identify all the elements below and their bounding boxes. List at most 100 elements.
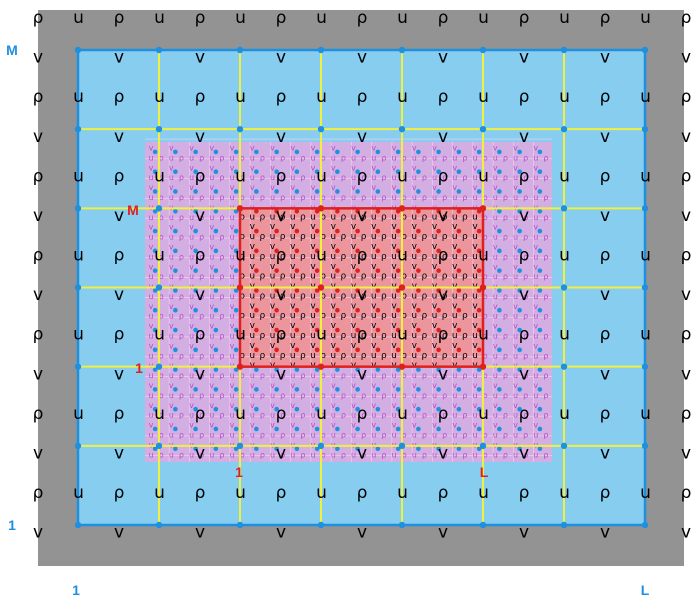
- fine-grid-node: [537, 387, 543, 392]
- fine-grid-glyph: ρ: [300, 331, 306, 341]
- fine-grid-glyph: ρ: [199, 153, 204, 162]
- fine-grid-glyph: u: [229, 252, 234, 261]
- fine-grid-glyph: u: [513, 332, 518, 341]
- fine-grid-glyph: ρ: [381, 311, 387, 321]
- coarse-grid-node: [317, 46, 325, 54]
- fine-grid-glyph: v: [513, 144, 518, 153]
- fine-grid-glyph: v: [209, 302, 214, 311]
- fine-grid-node: [395, 248, 401, 254]
- fine-grid-glyph: u: [148, 292, 153, 301]
- fine-grid-glyph: v: [290, 381, 295, 390]
- coarse-grid-glyph: ρ: [276, 325, 287, 345]
- fine-grid-node: [416, 406, 421, 412]
- fine-grid-glyph: u: [533, 430, 538, 439]
- coarse-grid-node: [317, 205, 325, 212]
- fine-grid-node: [375, 268, 381, 273]
- fine-grid-glyph: v: [149, 183, 154, 192]
- fine-grid-node: [497, 288, 502, 293]
- fine-grid-node: [436, 307, 441, 313]
- fine-grid-glyph: u: [533, 153, 538, 162]
- fine-grid-node: [517, 446, 522, 452]
- fine-grid-glyph: u: [533, 332, 538, 341]
- fine-grid-node: [456, 387, 462, 392]
- fine-grid-glyph: ρ: [240, 430, 245, 439]
- fine-grid-glyph: v: [169, 322, 174, 331]
- fine-grid-node: [355, 367, 360, 372]
- fine-grid-glyph: v: [209, 381, 214, 390]
- fine-grid-node: [436, 288, 441, 293]
- fine-grid-node: [173, 268, 178, 273]
- fine-grid-glyph: v: [209, 262, 214, 271]
- fine-grid-node: [436, 169, 441, 174]
- fine-grid-glyph: u: [169, 371, 174, 380]
- fine-grid-node: [497, 387, 502, 392]
- fine-grid-glyph: ρ: [199, 272, 204, 281]
- fine-grid-glyph: u: [432, 272, 438, 282]
- fine-grid-glyph: u: [310, 351, 316, 361]
- fine-grid-glyph: u: [391, 232, 397, 242]
- fine-grid-glyph: v: [392, 421, 397, 430]
- fine-grid-node: [395, 327, 401, 333]
- coarse-grid-glyph: u: [73, 246, 84, 266]
- fine-grid-node: [375, 189, 381, 194]
- fine-grid-glyph: ρ: [320, 272, 326, 282]
- fine-grid-glyph: v: [371, 301, 377, 311]
- fine-grid-glyph: u: [371, 430, 376, 439]
- fine-grid-node: [335, 208, 340, 214]
- fine-grid-glyph: v: [290, 144, 295, 153]
- coarse-grid-glyph: v: [681, 443, 691, 463]
- fine-grid-glyph: v: [169, 302, 174, 311]
- fine-grid-glyph: v: [169, 381, 174, 390]
- fine-grid-glyph: v: [209, 322, 214, 331]
- coarse-grid-node: [155, 46, 163, 54]
- fine-grid-glyph: u: [270, 430, 275, 439]
- fine-grid-node: [375, 208, 381, 214]
- fine-grid-glyph: u: [371, 252, 377, 262]
- fine-grid-glyph: ρ: [199, 292, 204, 301]
- fine-grid-glyph: u: [148, 272, 153, 281]
- fine-grid-glyph: v: [189, 421, 194, 430]
- fine-grid-node: [476, 228, 482, 234]
- fine-grid-glyph: ρ: [320, 351, 326, 361]
- fine-grid-glyph: ρ: [300, 351, 306, 361]
- fine-grid-glyph: u: [452, 411, 457, 420]
- fine-grid-glyph: ρ: [320, 291, 326, 301]
- fine-grid-glyph: v: [149, 401, 154, 410]
- fine-grid-node: [193, 327, 198, 333]
- coarse-grid-glyph: v: [114, 364, 124, 384]
- fine-grid-glyph: ρ: [219, 233, 224, 242]
- coarse-grid-glyph: u: [316, 325, 327, 345]
- fine-grid-glyph: ρ: [300, 430, 305, 439]
- fine-grid-node: [335, 268, 340, 273]
- fine-grid-glyph: ρ: [260, 411, 265, 420]
- fine-grid-glyph: v: [331, 421, 336, 430]
- fine-grid-glyph: u: [432, 252, 438, 262]
- fine-grid-glyph: u: [533, 292, 538, 301]
- fine-grid-glyph: v: [472, 301, 478, 311]
- fine-grid-node: [436, 228, 441, 234]
- fine-grid-node: [193, 169, 198, 174]
- fine-grid-glyph: u: [452, 311, 458, 321]
- fine-grid-node: [152, 189, 158, 194]
- coarse-grid-glyph: v: [600, 364, 610, 384]
- fine-grid-node: [335, 426, 340, 432]
- fine-grid-node: [395, 307, 401, 313]
- fine-grid-glyph: v: [533, 421, 538, 430]
- coarse-grid-node: [74, 284, 82, 291]
- fine-grid-node: [335, 327, 340, 333]
- coarse-grid-glyph: v: [438, 523, 448, 543]
- fine-grid-glyph: ρ: [523, 272, 528, 281]
- fine-grid-glyph: ρ: [219, 272, 224, 281]
- fine-grid-glyph: u: [412, 411, 417, 420]
- fine-grid-glyph: u: [148, 153, 153, 162]
- fine-grid-glyph: ρ: [260, 430, 265, 439]
- fine-grid-glyph: ρ: [219, 193, 224, 202]
- fine-grid-glyph: ρ: [219, 391, 224, 400]
- fine-grid-glyph: ρ: [462, 291, 468, 301]
- fine-grid-node: [497, 327, 502, 333]
- fine-grid-node: [476, 347, 482, 353]
- fine-grid-glyph: ρ: [361, 371, 366, 380]
- fine-grid-node: [213, 367, 219, 372]
- coarse-grid-glyph: u: [559, 404, 570, 424]
- fine-grid-glyph: ρ: [381, 391, 386, 400]
